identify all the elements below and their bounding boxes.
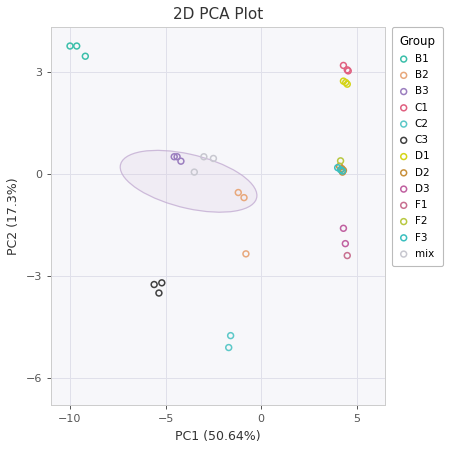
D2 [336,163,343,170]
mix [191,168,198,176]
D1 [340,77,347,85]
D2 [340,167,347,174]
mix [200,153,207,160]
C1 [345,68,352,75]
D1 [342,79,349,86]
Ellipse shape [120,150,257,212]
D3 [340,225,347,232]
F3 [339,167,346,175]
D3 [342,240,349,247]
Legend: B1, B2, B3, C1, C2, C3, D1, D2, D3, F1, F2, F3, mix: B1, B2, B3, C1, C2, C3, D1, D2, D3, F1, … [392,27,443,266]
F2 [337,157,344,164]
D2 [339,168,346,176]
F1 [344,252,351,259]
B2 [235,189,242,196]
C3 [158,279,166,286]
C2 [225,344,232,351]
D1 [344,81,351,88]
C3 [155,289,162,297]
B3 [171,153,178,160]
C1 [344,66,351,73]
B3 [174,153,181,160]
Title: 2D PCA Plot: 2D PCA Plot [173,7,263,22]
C1 [340,62,347,69]
F3 [334,164,341,171]
B1 [67,42,74,50]
C2 [227,332,234,339]
X-axis label: PC1 (50.64%): PC1 (50.64%) [176,430,261,443]
C3 [151,281,158,288]
B2 [242,250,249,257]
B1 [73,42,80,50]
B2 [240,194,248,201]
B1 [82,53,89,60]
F3 [337,166,344,173]
B3 [177,158,184,165]
Y-axis label: PC2 (17.3%): PC2 (17.3%) [7,178,20,255]
mix [210,155,217,162]
D2 [338,165,346,172]
